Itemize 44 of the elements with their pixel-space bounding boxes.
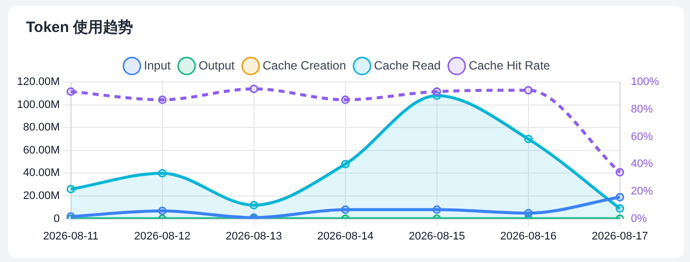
y-tick-label: 120.00M — [16, 76, 60, 88]
y-tick-label: 80.00M — [23, 122, 60, 134]
point — [432, 205, 442, 214]
chart-title: Token 使用趋势 — [26, 18, 134, 37]
point — [158, 206, 167, 216]
x-tick-label: 2026-08-13 — [226, 230, 282, 242]
point — [250, 84, 258, 94]
y2-tick-label: 0% — [630, 212, 647, 225]
y-tick-label: 20.00M — [23, 190, 60, 202]
point — [341, 205, 350, 214]
point — [524, 134, 533, 144]
point — [341, 160, 350, 168]
point — [66, 87, 76, 96]
y2-tick-label: 60% — [630, 130, 654, 143]
point — [66, 184, 76, 194]
y2-tick-label: 100% — [630, 76, 660, 88]
x-tick-label: 2026-08-12 — [134, 230, 190, 242]
point — [432, 87, 442, 96]
point — [250, 200, 258, 210]
y-tick-label: 40.00M — [23, 167, 60, 180]
point — [616, 204, 624, 213]
x-tick-label: 2026-08-14 — [317, 230, 374, 242]
y2-tick-label: 20% — [630, 185, 654, 198]
legend-label: Cache Read — [374, 58, 441, 72]
legend-label: Cache Creation — [262, 58, 346, 72]
y-tick-label: 100.00M — [16, 98, 60, 111]
x-tick-label: 2026-08-16 — [500, 230, 556, 242]
point — [616, 192, 624, 202]
legend-label: Output — [198, 58, 236, 72]
point — [616, 168, 624, 177]
legend-label: Input — [144, 58, 172, 72]
x-tick-label: 2026-08-17 — [592, 230, 648, 242]
legend-label: Cache Hit Rate — [468, 58, 550, 72]
x-tick-label: 2026-08-11 — [43, 230, 99, 242]
x-tick-label: 2026-08-15 — [408, 230, 465, 242]
point — [341, 96, 350, 104]
y2-tick-label: 80% — [630, 103, 654, 116]
y-tick-label: 60.00M — [23, 144, 60, 156]
y2-tick-label: 40% — [630, 158, 654, 170]
point — [524, 86, 533, 94]
point — [158, 168, 167, 178]
point — [524, 208, 533, 218]
point — [158, 96, 167, 104]
y-tick-label: 0 — [54, 212, 60, 225]
